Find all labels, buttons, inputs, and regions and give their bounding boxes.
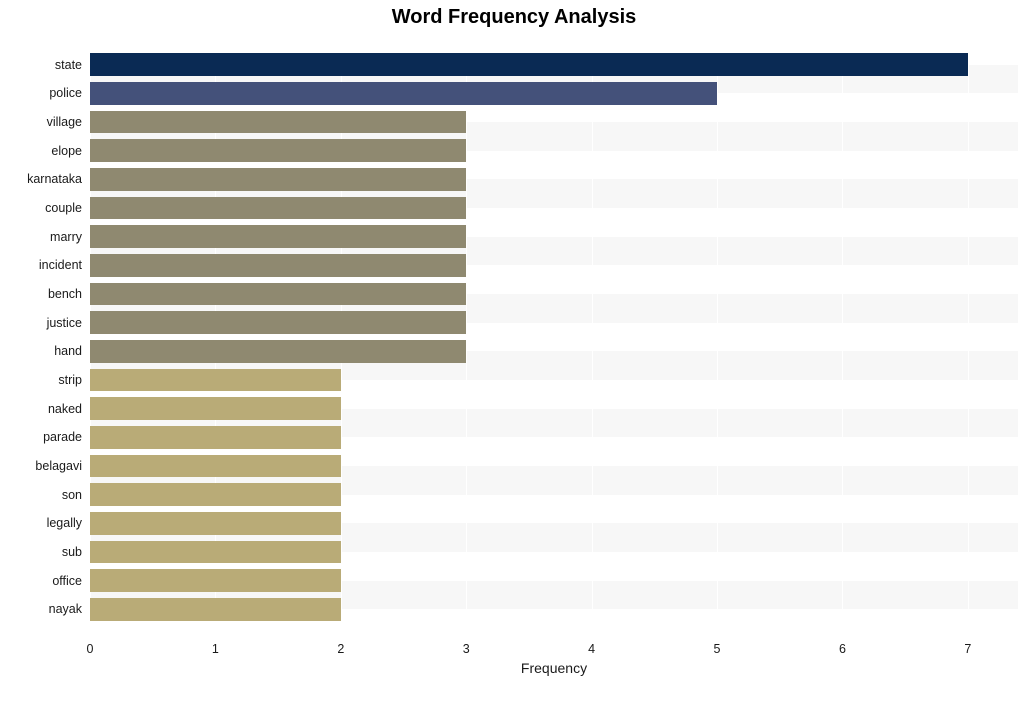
y-label-hand: hand [0,344,86,358]
y-label-parade: parade [0,430,86,444]
y-label-belagavi: belagavi [0,459,86,473]
gridline [968,36,969,638]
bar-karnataka [90,168,466,190]
x-tick-2: 2 [337,642,344,656]
plot-area [90,36,1018,638]
x-tick-3: 3 [463,642,470,656]
gridline [592,36,593,638]
y-label-state: state [0,58,86,72]
chart-title: Word Frequency Analysis [0,6,1028,29]
x-tick-7: 7 [964,642,971,656]
bar-nayak [90,598,341,620]
bar-naked [90,397,341,419]
y-label-village: village [0,115,86,129]
y-label-incident: incident [0,258,86,272]
bar-belagavi [90,455,341,477]
y-label-naked: naked [0,402,86,416]
y-label-legally: legally [0,516,86,530]
bar-parade [90,426,341,448]
gridline [842,36,843,638]
bar-son [90,483,341,505]
x-tick-0: 0 [87,642,94,656]
y-label-office: office [0,574,86,588]
gridline [466,36,467,638]
bar-justice [90,311,466,333]
bar-incident [90,254,466,276]
bar-couple [90,197,466,219]
bar-bench [90,283,466,305]
bar-police [90,82,717,104]
bar-hand [90,340,466,362]
y-label-sub: sub [0,545,86,559]
bar-office [90,569,341,591]
x-tick-4: 4 [588,642,595,656]
y-label-karnataka: karnataka [0,172,86,186]
y-label-son: son [0,488,86,502]
x-tick-5: 5 [714,642,721,656]
y-label-nayak: nayak [0,602,86,616]
bar-elope [90,139,466,161]
bar-sub [90,541,341,563]
y-label-couple: couple [0,201,86,215]
y-label-police: police [0,86,86,100]
y-label-bench: bench [0,287,86,301]
y-label-elope: elope [0,144,86,158]
y-label-justice: justice [0,316,86,330]
x-axis-label: Frequency [90,660,1018,676]
bar-legally [90,512,341,534]
chart-container: Word Frequency Analysis Frequency state p… [0,0,1028,701]
bar-state [90,53,968,75]
bar-strip [90,369,341,391]
x-tick-1: 1 [212,642,219,656]
bar-marry [90,225,466,247]
y-label-marry: marry [0,230,86,244]
x-tick-6: 6 [839,642,846,656]
bar-village [90,111,466,133]
y-label-strip: strip [0,373,86,387]
gridline [717,36,718,638]
